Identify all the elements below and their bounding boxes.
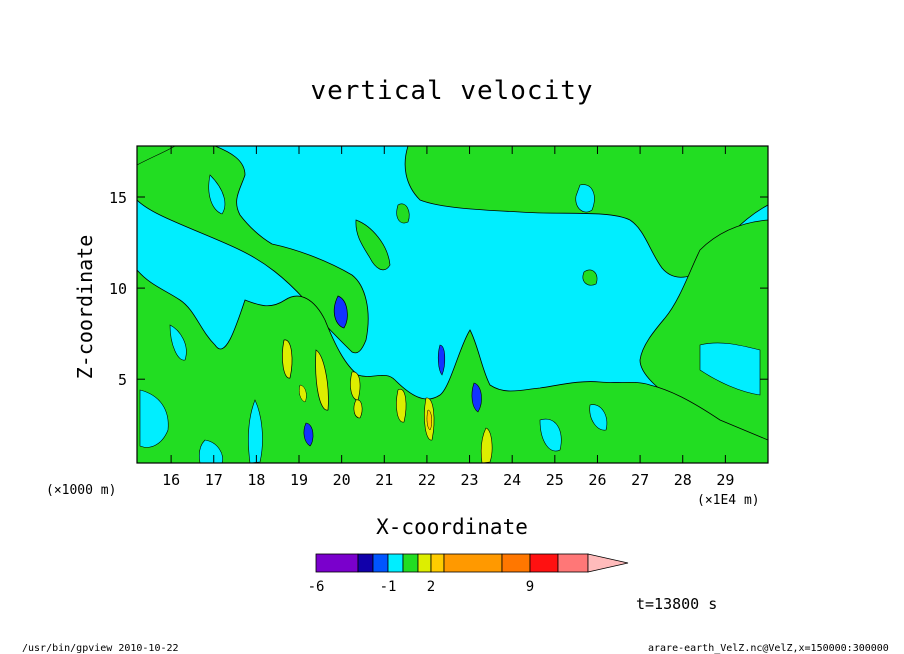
x-tick-label: 27 xyxy=(631,471,649,489)
colorbar-segment xyxy=(315,553,359,573)
x-tick-label: 24 xyxy=(503,471,521,489)
x-tick-label: 23 xyxy=(461,471,479,489)
x-tick-label: 29 xyxy=(716,471,734,489)
colorbar-segment xyxy=(529,553,559,573)
x-unit-left: (×1000 m) xyxy=(46,483,117,498)
colorbar-segment xyxy=(372,553,389,573)
x-tick-label: 20 xyxy=(333,471,351,489)
colorbar-segment xyxy=(357,553,374,573)
plot-frame xyxy=(136,145,769,464)
x-tick-label: 17 xyxy=(205,471,223,489)
x-ticks: 16 17 18 19 20 21 22 23 24 25 26 27 28 29 xyxy=(162,146,734,489)
x-tick-label: 19 xyxy=(290,471,308,489)
colorbar-segment xyxy=(557,553,589,573)
colorbar-segment xyxy=(443,553,503,573)
x-tick-label: 22 xyxy=(418,471,436,489)
colorbar-label: 9 xyxy=(526,579,534,595)
y-tick-label: 15 xyxy=(109,189,127,207)
y-tick-label: 5 xyxy=(118,371,127,389)
colorbar-segment xyxy=(387,553,404,573)
footer-right: arare-earth_VelZ.nc@VelZ,x=150000:300000 xyxy=(648,643,889,654)
time-label: t=13800 s xyxy=(636,595,718,613)
x-unit-right: (×1E4 m) xyxy=(697,493,760,508)
y-ticks: 5 10 15 xyxy=(109,189,768,389)
x-tick-label: 26 xyxy=(588,471,606,489)
colorbar-label: -1 xyxy=(380,579,397,595)
x-tick-label: 28 xyxy=(674,471,692,489)
colorbar-segment xyxy=(430,553,445,573)
y-tick-label: 10 xyxy=(109,280,127,298)
x-tick-label: 18 xyxy=(247,471,265,489)
colorbar: -6 -1 2 9 xyxy=(308,553,629,595)
contour-field xyxy=(137,146,768,463)
x-tick-label: 21 xyxy=(375,471,393,489)
footer-left: /usr/bin/gpview 2010-10-22 xyxy=(22,643,179,654)
colorbar-label: -6 xyxy=(308,579,325,595)
colorbar-segment xyxy=(501,553,531,573)
colorbar-arrow xyxy=(587,553,629,573)
chart-title: vertical velocity xyxy=(310,76,594,106)
colorbar-label: 2 xyxy=(427,579,435,595)
x-tick-label: 25 xyxy=(546,471,564,489)
colorbar-segment xyxy=(417,553,432,573)
colorbar-segment xyxy=(402,553,419,573)
x-tick-label: 16 xyxy=(162,471,180,489)
x-axis-label: X-coordinate xyxy=(376,515,528,539)
